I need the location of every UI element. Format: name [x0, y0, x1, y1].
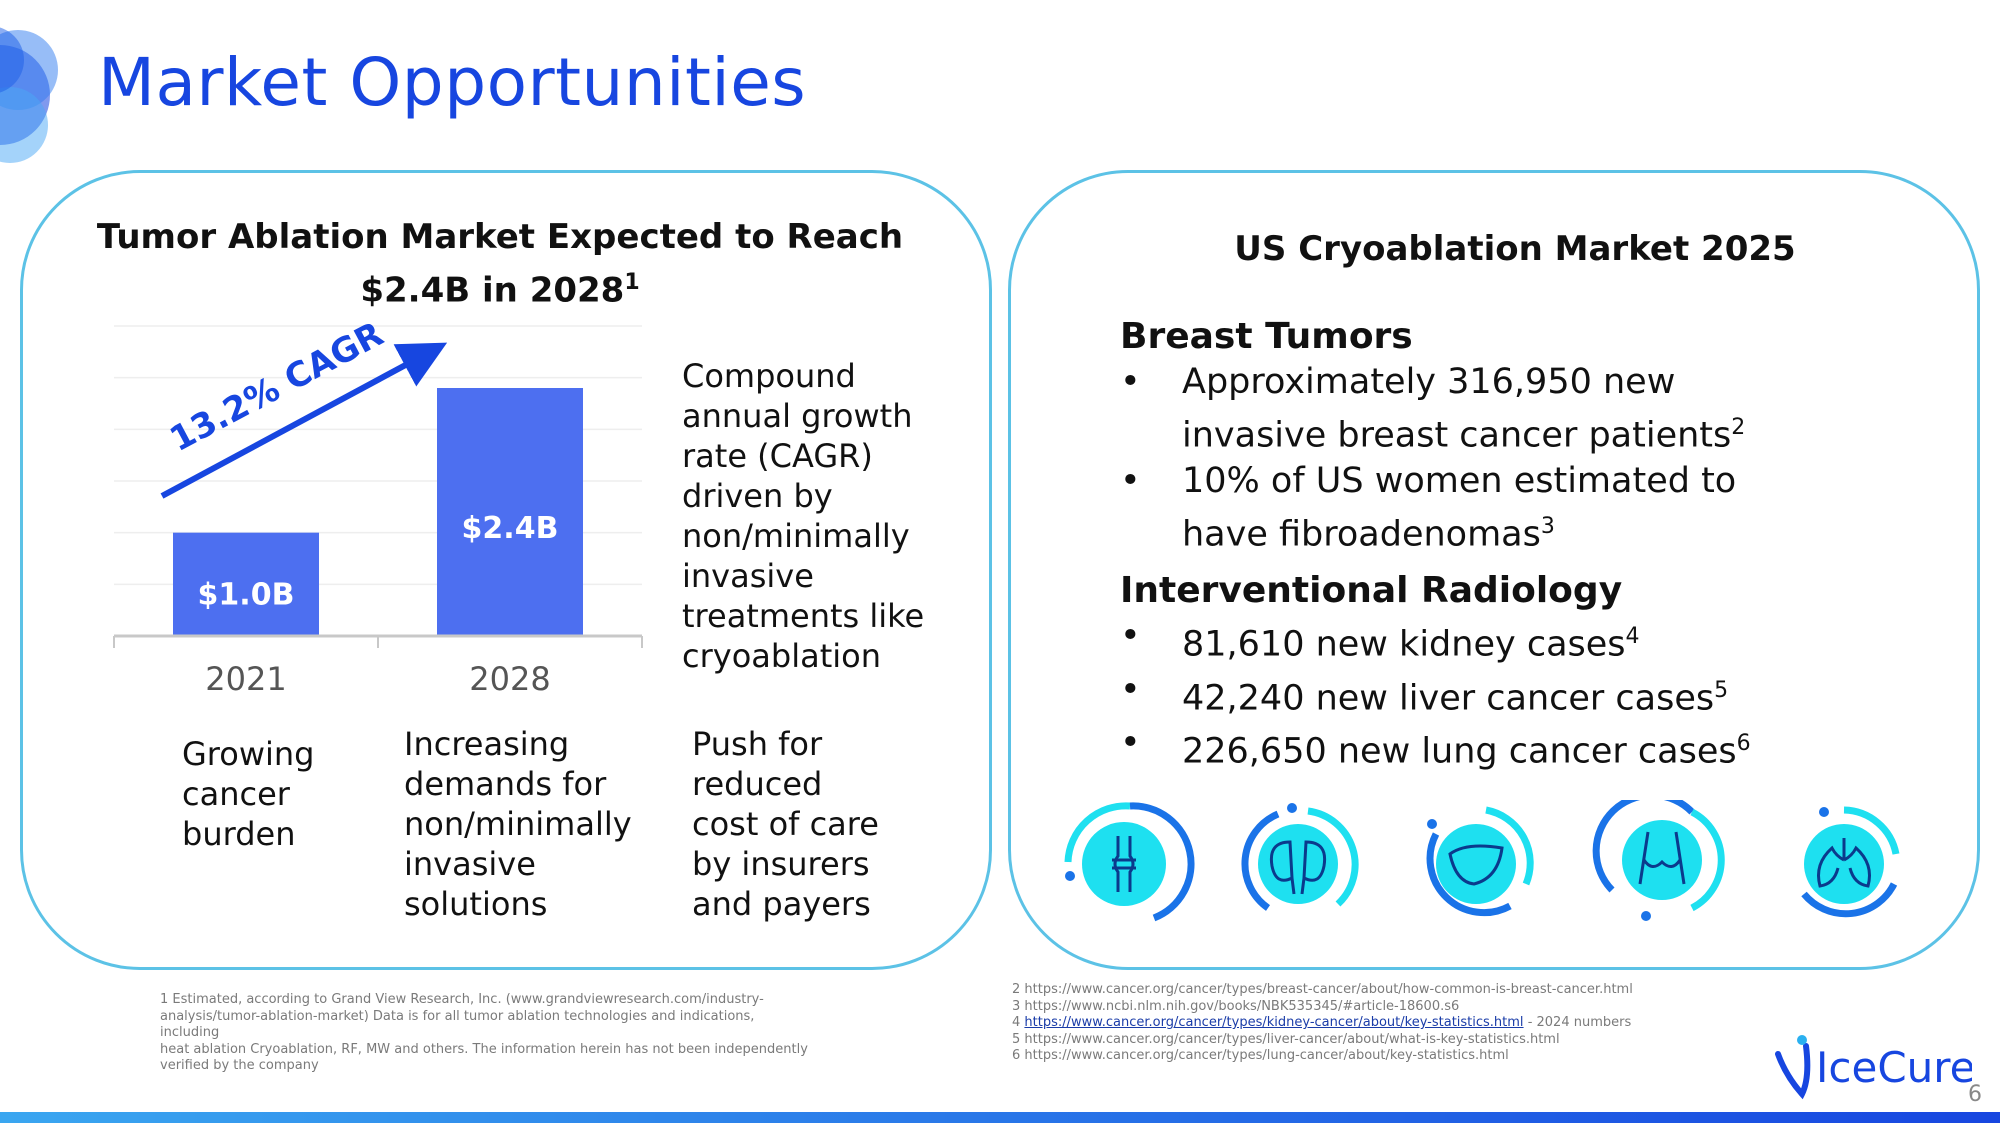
left-footnote: 1 Estimated, according to Grand View Res… — [160, 992, 808, 1073]
interventional-radiology-list: • 81,610 new kidney cases4 • 42,240 new … — [1120, 614, 1751, 775]
driver-line: invasive — [404, 845, 536, 883]
kidney-icon — [1241, 803, 1359, 911]
footnote-marker: 6 — [1736, 731, 1751, 757]
right-footnotes: 2 https://www.cancer.org/cancer/types/br… — [1012, 982, 1772, 1065]
cagr-description-line: rate (CAGR) — [682, 437, 873, 475]
section-heading-interventional-radiology: Interventional Radiology — [1120, 570, 1623, 611]
left-panel-title-line2: $2.4B in 20281 — [360, 270, 640, 311]
cagr-description-line: treatments like — [682, 597, 925, 635]
driver-line: non/minimally — [404, 805, 632, 843]
category-label-2021: 2021 — [205, 660, 286, 698]
category-label-2028: 2028 — [469, 660, 550, 698]
icecure-swoosh-icon — [1775, 1043, 1811, 1100]
cagr-description-line: driven by — [682, 477, 833, 515]
left-panel-title-line1: Tumor Ablation Market Expected to Reach — [96, 217, 904, 257]
breast-tumors-list: • Approximately 316,950 new invasive bre… — [1120, 360, 1745, 557]
page-number: 6 — [1968, 1082, 1982, 1107]
bone-joint-icon — [1064, 802, 1195, 922]
driver-line: and payers — [692, 885, 871, 923]
breast-torso-icon — [1592, 800, 1725, 921]
organ-icons-row — [1064, 800, 1900, 922]
footnote-marker: 5 — [1714, 677, 1729, 703]
driver-minimally-invasive: Increasing demands for non/minimally inv… — [404, 724, 632, 924]
cagr-description-line: non/minimally — [682, 517, 910, 555]
cagr-description: Compound annual growth rate (CAGR) drive… — [682, 356, 924, 676]
list-item: • 42,240 new liver cancer cases5 — [1120, 669, 1729, 719]
footnote-6: 6 https://www.cancer.org/cancer/types/lu… — [1012, 1048, 1509, 1063]
footnote-4: 4 https://www.cancer.org/cancer/types/ki… — [1012, 1015, 1632, 1030]
footnote-marker: 3 — [1540, 513, 1555, 539]
section-heading-breast-tumors: Breast Tumors — [1120, 316, 1413, 357]
bar-value-label: $2.4B — [462, 511, 559, 546]
left-panel-title: Tumor Ablation Market Expected to Reach … — [60, 214, 940, 313]
driver-line: cost of care — [692, 805, 879, 843]
lung-icon — [1801, 806, 1900, 918]
tumor-ablation-bar-chart: $1.0B$2.4B 2021 2028 13.2% CAGR — [113, 320, 643, 698]
driver-line: burden — [182, 815, 296, 853]
bullet-dot: • — [1120, 669, 1141, 710]
bar-2028 — [437, 388, 583, 636]
driver-line: by insurers — [692, 845, 870, 883]
driver-line: reduced — [692, 765, 823, 803]
cagr-arrow — [160, 342, 448, 499]
footnote-5: 5 https://www.cancer.org/cancer/types/li… — [1012, 1031, 1560, 1047]
chart-bars: $1.0B $2.4B — [173, 388, 583, 636]
corner-logo-graphic — [0, 27, 58, 163]
footnote-marker: 4 — [1625, 624, 1640, 649]
cagr-description-line: annual growth — [682, 397, 913, 435]
driver-line: demands for — [404, 765, 607, 803]
kidney-statistics-link[interactable]: https://www.cancer.org/cancer/types/kidn… — [1024, 1015, 1524, 1030]
brand-name: IceCure — [1816, 1043, 1972, 1092]
title-footnote-marker: 1 — [624, 270, 640, 295]
bottom-accent-bar — [0, 1112, 2000, 1123]
driver-reduced-cost: Push for reduced cost of care by insurer… — [692, 724, 879, 924]
icecure-logo: IceCure — [1775, 1035, 1972, 1100]
page-title: Market Opportunities — [98, 44, 807, 121]
bullet-dot: • — [1120, 460, 1141, 501]
bullet-dot: • — [1120, 362, 1141, 402]
list-item: • 81,610 new kidney cases4 — [1120, 616, 1640, 665]
cagr-description-line: cryoablation — [682, 637, 881, 675]
list-item: • Approximately 316,950 new invasive bre… — [1120, 362, 1746, 456]
footnote-marker: 2 — [1731, 415, 1746, 440]
driver-line: solutions — [404, 885, 548, 923]
cagr-description-line: invasive — [682, 557, 814, 595]
driver-line: Push for — [692, 725, 823, 763]
driver-cancer-burden: Growing cancer burden — [182, 734, 314, 854]
footnote-3: 3 https://www.ncbi.nlm.nih.gov/books/NBK… — [1012, 998, 1460, 1014]
driver-line: cancer — [182, 775, 290, 813]
right-panel-title: US Cryoablation Market 2025 — [1234, 229, 1796, 269]
bullet-dot: • — [1120, 616, 1141, 656]
bar-2021 — [173, 532, 319, 636]
liver-icon — [1426, 806, 1534, 917]
driver-line: Growing — [182, 735, 315, 773]
driver-line: Increasing — [404, 725, 570, 763]
chart-categories: 2021 2028 — [205, 660, 550, 698]
bullet-dot: • — [1120, 723, 1141, 764]
bar-value-label: $1.0B — [198, 578, 295, 613]
list-item: • 226,650 new lung cancer cases6 — [1120, 723, 1751, 772]
list-item: • 10% of US women estimated to have fibr… — [1120, 460, 1737, 555]
footnote-2: 2 https://www.cancer.org/cancer/types/br… — [1012, 982, 1633, 997]
cagr-description-line: Compound — [682, 357, 856, 395]
